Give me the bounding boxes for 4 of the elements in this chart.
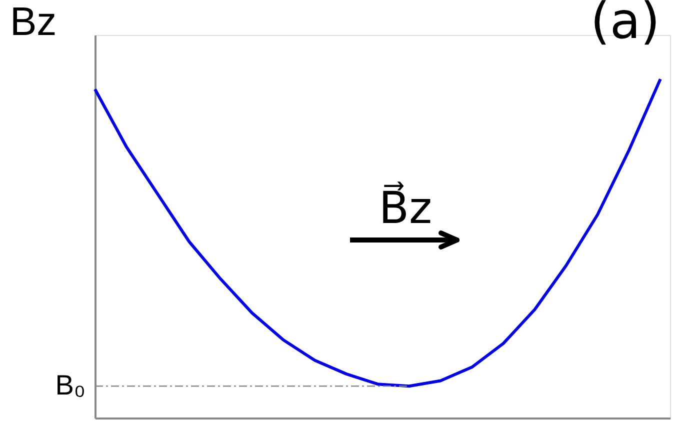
- y-axis-title: Bz: [10, 0, 57, 44]
- ref-line-label: B₀: [55, 370, 86, 401]
- annotation: B⃗z: [378, 180, 432, 234]
- text: (a): [590, 0, 660, 50]
